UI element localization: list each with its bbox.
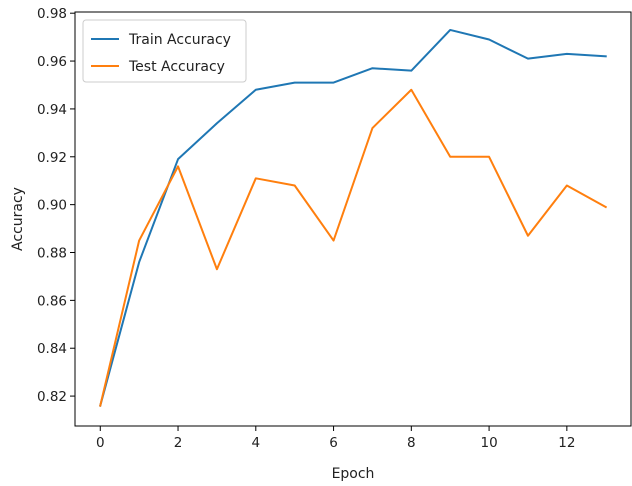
y-tick-label: 0.88 — [37, 246, 67, 262]
x-axis: 0 2 4 6 8 10 12 — [96, 426, 575, 451]
y-tick-label: 0.92 — [37, 150, 67, 166]
series-lines — [99, 28, 608, 407]
x-axis-title: Epoch — [332, 466, 375, 482]
x-tick-label: 0 — [96, 435, 105, 451]
x-tick-label: 8 — [407, 435, 416, 451]
y-tick-label: 0.84 — [37, 341, 67, 357]
x-tick-label: 6 — [329, 435, 338, 451]
y-tick-label: 0.98 — [37, 6, 67, 22]
x-tick-label: 4 — [252, 435, 261, 451]
x-tick-label: 12 — [558, 435, 575, 451]
x-tick-label: 10 — [480, 435, 497, 451]
legend-label-train-accuracy: Train Accuracy — [128, 32, 231, 48]
y-tick-label: 0.90 — [37, 198, 67, 214]
series-line-test-accuracy — [99, 88, 608, 407]
y-axis: 0.82 0.84 0.86 0.88 0.90 0.92 0.94 0.96 0.98 — [37, 6, 75, 405]
legend: Train Accuracy Test Accuracy — [82, 19, 247, 83]
y-axis-title: Accuracy — [10, 187, 26, 251]
plot-area-frame — [74, 11, 632, 427]
legend-label-test-accuracy: Test Accuracy — [128, 59, 225, 75]
y-tick-label: 0.86 — [37, 293, 67, 309]
series-line-train-accuracy — [99, 28, 607, 407]
y-tick-label: 0.96 — [37, 54, 67, 70]
y-tick-label: 0.94 — [37, 102, 67, 118]
y-tick-label: 0.82 — [37, 389, 67, 405]
x-tick-label: 2 — [174, 435, 183, 451]
legend-box — [82, 19, 247, 83]
